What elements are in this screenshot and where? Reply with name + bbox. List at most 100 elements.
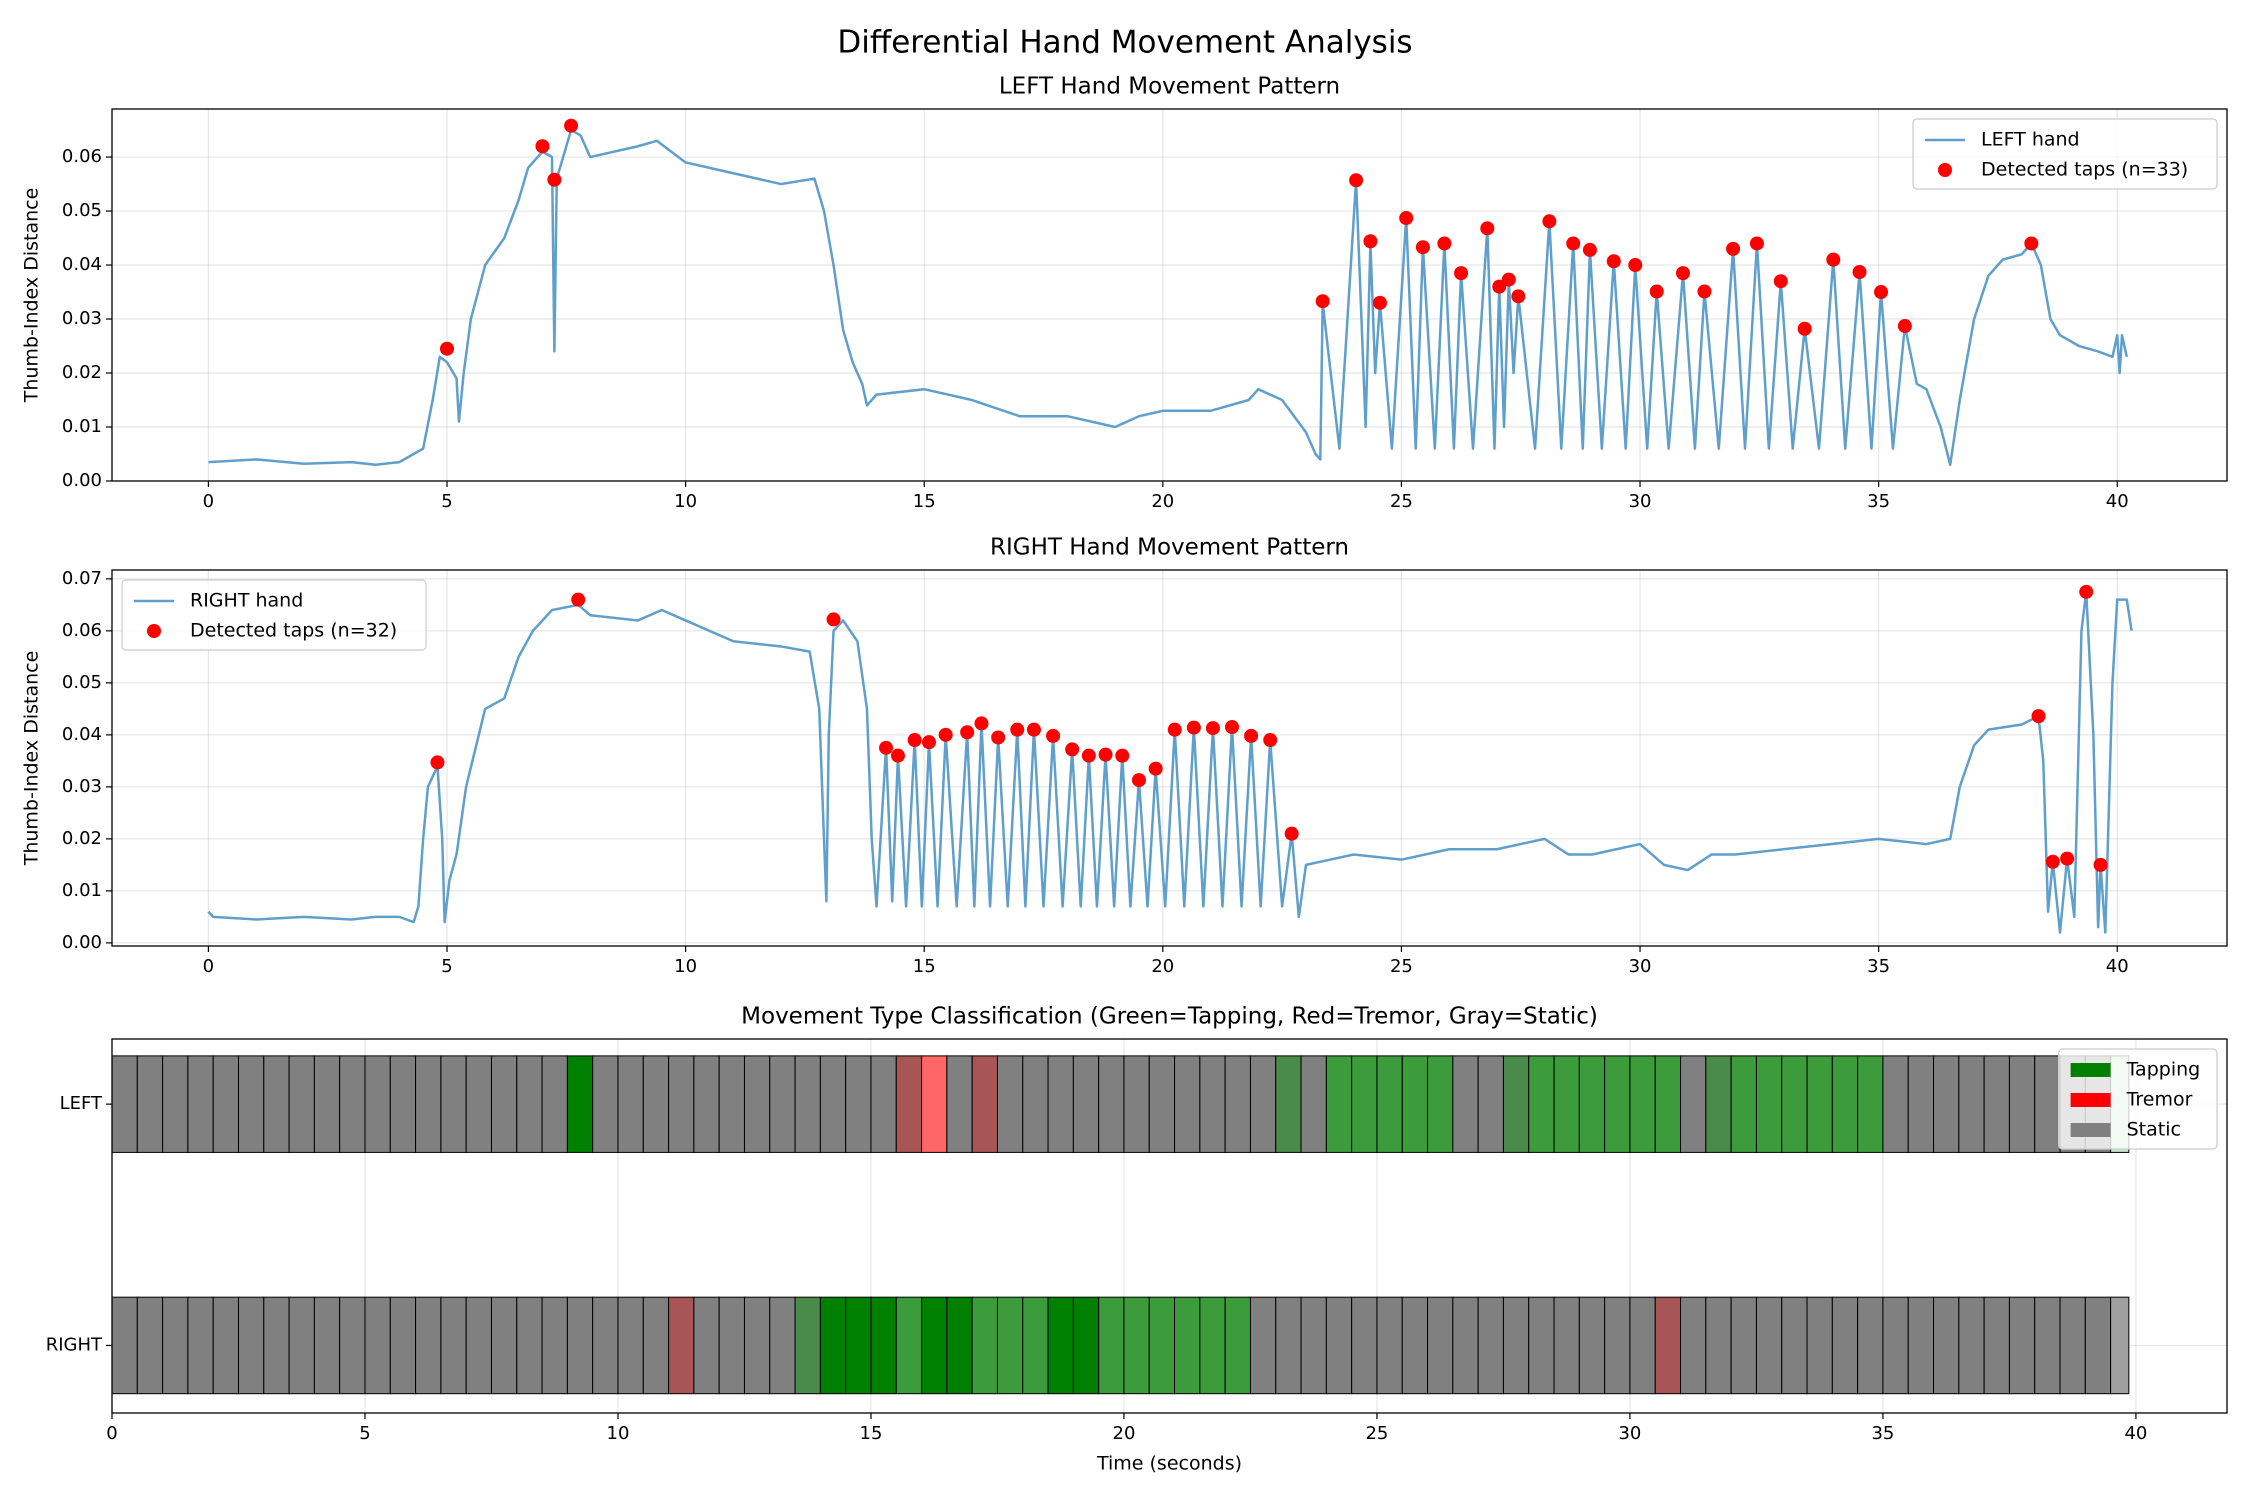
tap-point bbox=[1284, 826, 1299, 841]
classification-segment bbox=[1427, 1296, 1454, 1395]
classification-segment bbox=[921, 1296, 948, 1395]
tap-point bbox=[2093, 857, 2108, 872]
x-tick-label: 10 bbox=[674, 491, 697, 512]
classification-segment bbox=[2110, 1296, 2130, 1395]
tap-point bbox=[1437, 236, 1452, 251]
classification-segment bbox=[794, 1296, 821, 1395]
tap-point bbox=[960, 725, 975, 740]
classification-segment bbox=[313, 1055, 341, 1153]
y-tick-label: RIGHT bbox=[46, 1334, 103, 1355]
classification-segment bbox=[1857, 1296, 1884, 1395]
classification-segment bbox=[187, 1296, 214, 1395]
tap-point bbox=[974, 716, 989, 731]
classification-segment bbox=[921, 1055, 948, 1153]
classification-segment bbox=[440, 1296, 467, 1395]
x-tick-label: 5 bbox=[441, 956, 452, 977]
classification-segment bbox=[1882, 1055, 1909, 1153]
tap-point bbox=[1749, 236, 1764, 251]
classification-segment bbox=[566, 1296, 594, 1395]
classification-segment bbox=[1123, 1055, 1150, 1153]
classification-segment bbox=[1553, 1055, 1580, 1153]
classification-segment bbox=[1983, 1055, 2010, 1153]
tap-point bbox=[1363, 234, 1378, 249]
classification-segment bbox=[693, 1296, 720, 1395]
classification-segment bbox=[1553, 1296, 1580, 1395]
tap-point bbox=[2024, 236, 2039, 251]
x-tick-label: 15 bbox=[913, 956, 936, 977]
y-tick-label: 0.02 bbox=[62, 362, 102, 383]
tap-point bbox=[1315, 294, 1330, 309]
y-tick-label: 0.00 bbox=[62, 470, 102, 491]
tap-point bbox=[938, 727, 953, 742]
tap-point bbox=[1098, 747, 1113, 762]
classification-segment bbox=[2034, 1296, 2061, 1395]
tap-point bbox=[2045, 854, 2060, 869]
classification-segment bbox=[718, 1296, 745, 1395]
classification-segment bbox=[819, 1296, 847, 1395]
y-tick-label: 0.04 bbox=[62, 254, 102, 275]
classification-segment bbox=[1148, 1296, 1176, 1395]
x-tick-label: 25 bbox=[1365, 1423, 1388, 1444]
classification-segment bbox=[2034, 1055, 2061, 1153]
classification-segment bbox=[946, 1296, 973, 1395]
classification-segment bbox=[389, 1296, 417, 1395]
tap-point bbox=[921, 735, 936, 750]
tap-point bbox=[1415, 240, 1430, 255]
x-tick-label: 20 bbox=[1113, 1423, 1136, 1444]
y-tick-label: 0.05 bbox=[62, 200, 102, 221]
classification-segment bbox=[1882, 1296, 1909, 1395]
axes-frame bbox=[111, 1038, 2228, 1414]
classification-segment bbox=[870, 1055, 897, 1153]
tap-point bbox=[1065, 742, 1080, 757]
classification-segment bbox=[1072, 1296, 1100, 1395]
tap-point bbox=[1773, 274, 1788, 289]
legend-label: LEFT hand bbox=[1981, 129, 2080, 151]
tap-point bbox=[1081, 748, 1096, 763]
classification-segment bbox=[1452, 1055, 1479, 1153]
subplot: LEFT Hand Movement Pattern Thumb-Index Di… bbox=[21, 74, 2228, 512]
x-tick-label: 30 bbox=[1618, 1423, 1641, 1444]
classification-segment bbox=[870, 1296, 897, 1395]
classification-segment bbox=[592, 1055, 619, 1153]
tap-point bbox=[1167, 722, 1182, 737]
classification-segment bbox=[1958, 1296, 1985, 1395]
classification-segment bbox=[693, 1055, 720, 1153]
classification-segment bbox=[1528, 1296, 1555, 1395]
classification-segment bbox=[1958, 1055, 1985, 1153]
legend-label: Tremor bbox=[2126, 1089, 2193, 1111]
legend-label: RIGHT hand bbox=[190, 590, 303, 612]
classification-segment bbox=[516, 1296, 543, 1395]
tap-point bbox=[1115, 748, 1130, 763]
classification-segment bbox=[592, 1296, 619, 1395]
subplot-title: LEFT Hand Movement Pattern bbox=[999, 74, 1340, 100]
classification-segment bbox=[971, 1296, 998, 1395]
classification-segment bbox=[1528, 1055, 1555, 1153]
tap-point bbox=[907, 733, 922, 748]
classification-segment bbox=[237, 1296, 265, 1395]
tap-point bbox=[1046, 728, 1061, 743]
classification-segment bbox=[1604, 1055, 1631, 1153]
classification-segment bbox=[111, 1055, 138, 1153]
classification-segment bbox=[1199, 1296, 1226, 1395]
tap-point bbox=[1566, 236, 1581, 251]
classification-segment bbox=[1275, 1055, 1302, 1153]
legend-label: Static bbox=[2127, 1119, 2181, 1141]
classification-segment bbox=[794, 1055, 821, 1153]
classification-segment bbox=[1933, 1296, 1960, 1395]
tap-point bbox=[1697, 284, 1712, 299]
series-line bbox=[207, 590, 2133, 934]
classification-segment bbox=[668, 1296, 695, 1395]
classification-segment bbox=[136, 1296, 164, 1395]
classification-segment bbox=[364, 1296, 391, 1395]
y-tick-label: LEFT bbox=[60, 1093, 103, 1114]
x-tick-label: 25 bbox=[1390, 956, 1413, 977]
classification-segment bbox=[642, 1055, 670, 1153]
tap-point bbox=[1026, 722, 1041, 737]
tap-point bbox=[1542, 214, 1557, 229]
classification-segment bbox=[946, 1055, 973, 1153]
axes-frame bbox=[111, 569, 2228, 947]
classification-segment bbox=[1224, 1055, 1251, 1153]
classification-segment bbox=[1199, 1055, 1226, 1153]
classification-segment bbox=[2008, 1055, 2036, 1153]
